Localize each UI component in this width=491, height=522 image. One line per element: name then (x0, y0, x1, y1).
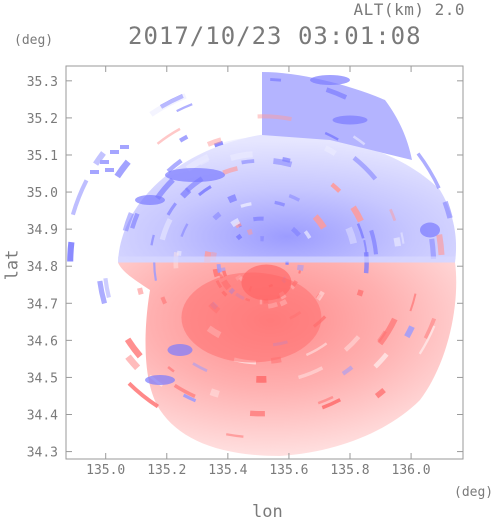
echo-texture-arc (179, 251, 180, 256)
y-tick-label: 34.8 (27, 260, 58, 275)
x-tick-label: 136.0 (392, 463, 431, 478)
echo-texture-arc (177, 104, 193, 111)
y-tick-label: 34.4 (27, 409, 58, 424)
echo-texture-arc (162, 297, 165, 304)
echo-texture-arc (219, 264, 220, 272)
echo-texture-arc (232, 221, 239, 225)
echo-texture-arc (300, 265, 301, 270)
echo-texture-arc (439, 235, 441, 255)
echo-texture-arc (253, 219, 263, 220)
echo-texture-arc (237, 236, 241, 239)
y-tick-label: 35.3 (27, 75, 58, 90)
approaching-streak (135, 195, 165, 205)
echo-texture-arc (211, 392, 219, 395)
approaching-streak (310, 75, 350, 85)
echo-texture-arc (158, 129, 181, 144)
x-tick-label: 135.4 (208, 463, 247, 478)
approaching-streak (333, 116, 368, 125)
echo-texture-arc (299, 271, 300, 274)
echo-texture-arc (73, 180, 87, 214)
echo-texture-arc (128, 357, 138, 368)
echo-texture-arc (117, 162, 128, 177)
y-tick-label: 35.2 (27, 112, 58, 127)
scatter-echo (105, 168, 114, 172)
y-tick-label: 34.7 (27, 297, 58, 312)
receding-core-near (241, 265, 291, 301)
y-tick-label: 34.3 (27, 446, 58, 461)
echo-texture-arc (100, 281, 105, 303)
echo-texture-arc (270, 79, 281, 80)
approaching-streak (165, 168, 225, 182)
echo-texture-arc (70, 242, 71, 261)
radial-boundary-band (118, 257, 455, 263)
x-tick-label: 135.8 (330, 463, 369, 478)
y-tick-label: 34.5 (27, 371, 58, 386)
approaching-streak (420, 223, 440, 238)
echo-texture-arc (151, 96, 186, 115)
scatter-echo (110, 150, 119, 154)
x-tick-label: 135.2 (147, 463, 186, 478)
echo-texture-arc (229, 197, 236, 200)
echo-texture-arc (248, 231, 252, 232)
x-tick-label: 135.0 (86, 463, 125, 478)
approaching-streak (168, 344, 193, 356)
scatter-echo (90, 170, 99, 174)
scatter-echo (120, 145, 129, 149)
echo-texture-arc (180, 137, 187, 141)
x-tick-label: 135.6 (269, 463, 308, 478)
echo-texture-arc (397, 238, 399, 247)
scatter-echo (100, 160, 109, 164)
echo-texture-arc (223, 268, 224, 271)
y-tick-label: 35.0 (27, 186, 58, 201)
echo-texture-arc (359, 290, 361, 296)
echo-texture-arc (231, 154, 253, 158)
y-tick-label: 35.1 (27, 149, 58, 164)
echo-texture-arc (140, 288, 142, 294)
approaching-streak (145, 375, 175, 385)
y-tick-label: 34.6 (27, 334, 58, 349)
echo-texture-arc (224, 271, 226, 277)
radar-echo-field (70, 72, 456, 456)
y-tick-label: 34.9 (27, 223, 58, 238)
echo-texture-arc (242, 161, 255, 163)
echo-texture-arc (432, 239, 434, 259)
echo-texture-arc (273, 161, 291, 165)
echo-texture-arc (128, 339, 141, 356)
echo-texture-arc (105, 278, 109, 297)
